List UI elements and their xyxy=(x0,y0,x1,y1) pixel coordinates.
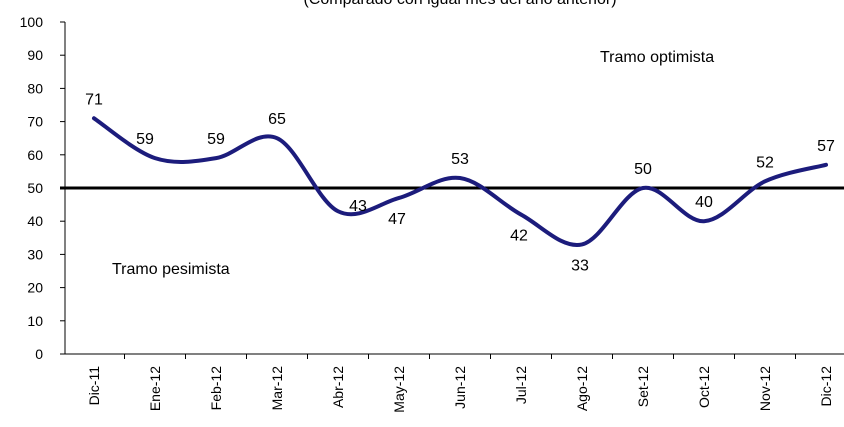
data-line xyxy=(92,116,828,247)
data-label: 65 xyxy=(268,111,286,128)
x-tick-label: Dic-11 xyxy=(86,366,102,406)
y-tick-label: 30 xyxy=(27,246,43,262)
annotation: Tramo pesimista xyxy=(112,261,230,278)
x-tick-label: Set-12 xyxy=(635,366,651,407)
data-label: 43 xyxy=(349,198,367,215)
data-label: 71 xyxy=(85,91,103,108)
data-label: 59 xyxy=(207,131,225,148)
annotation: Tramo optimista xyxy=(600,49,714,66)
y-tick-label: 10 xyxy=(27,313,43,329)
data-label: 33 xyxy=(571,257,589,274)
data-label: 42 xyxy=(510,228,528,245)
y-tick-label: 90 xyxy=(27,47,43,63)
x-tick-label: Ene-12 xyxy=(147,366,163,411)
x-tick-label: Mar-12 xyxy=(269,366,285,411)
x-tick-label: Oct-12 xyxy=(696,366,712,408)
data-label: 40 xyxy=(695,194,713,211)
data-label: 59 xyxy=(136,131,154,148)
x-tick-label: Dic-12 xyxy=(818,366,834,407)
data-label: 52 xyxy=(756,154,774,171)
y-tick-label: 70 xyxy=(27,114,43,130)
data-label: 50 xyxy=(634,161,652,178)
x-tick-label: Abr-12 xyxy=(330,366,346,408)
data-label: 47 xyxy=(388,211,406,228)
y-tick-label: 100 xyxy=(20,14,44,30)
chart-subtitle: (Comparado con igual mes del año anterio… xyxy=(303,0,616,8)
y-tick-label: 60 xyxy=(27,147,43,163)
data-label: 53 xyxy=(451,151,469,168)
y-tick-label: 20 xyxy=(27,280,43,296)
y-tick-label: 50 xyxy=(27,180,43,196)
data-label: 57 xyxy=(817,138,835,155)
x-tick-label: Jun-12 xyxy=(452,366,468,409)
x-tick-label: May-12 xyxy=(391,366,407,413)
y-tick-label: 40 xyxy=(27,213,43,229)
y-tick-label: 80 xyxy=(27,80,43,96)
x-tick-label: Ago-12 xyxy=(574,366,590,411)
y-tick-label: 0 xyxy=(35,346,43,362)
x-tick-label: Feb-12 xyxy=(208,366,224,411)
x-tick-label: Nov-12 xyxy=(757,366,773,411)
x-tick-label: Jul-12 xyxy=(513,366,529,404)
